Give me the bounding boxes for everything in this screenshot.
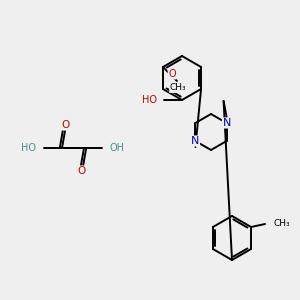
Text: HO: HO bbox=[142, 95, 157, 105]
Text: O: O bbox=[168, 69, 176, 79]
Text: O: O bbox=[77, 166, 85, 176]
Text: N: N bbox=[191, 136, 200, 146]
Text: HO: HO bbox=[21, 143, 36, 153]
Text: OH: OH bbox=[110, 143, 125, 153]
Text: CH₃: CH₃ bbox=[273, 220, 290, 229]
Text: CH₃: CH₃ bbox=[169, 83, 186, 92]
Text: N: N bbox=[222, 118, 231, 128]
Text: O: O bbox=[61, 120, 69, 130]
